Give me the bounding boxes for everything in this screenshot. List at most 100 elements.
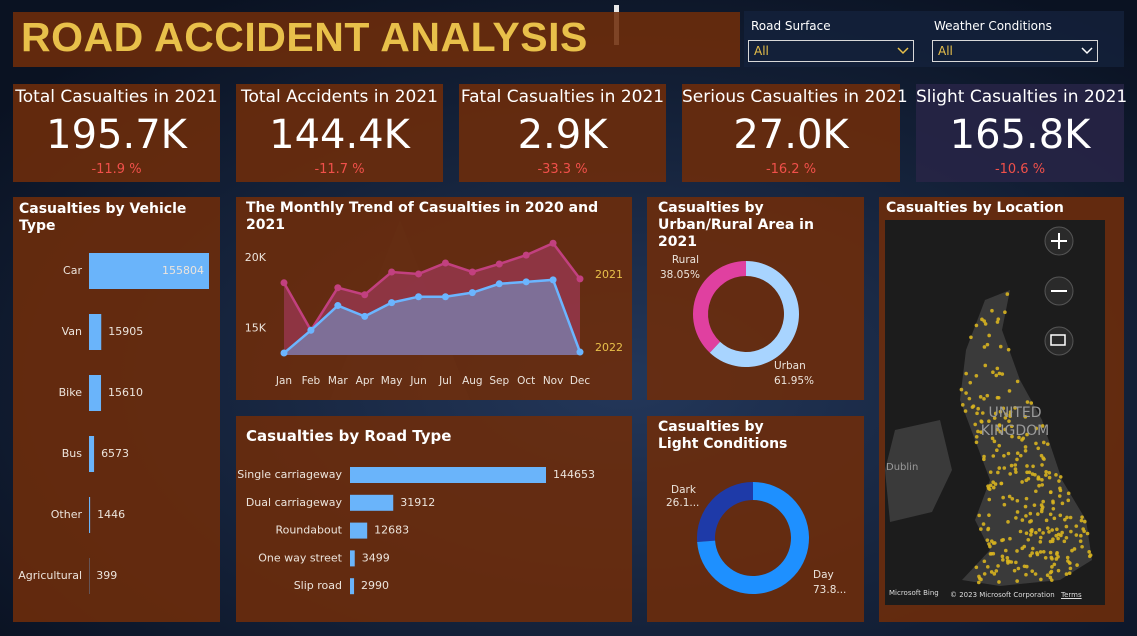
- map-dot: [1023, 504, 1028, 509]
- x-tick-label: Apr: [356, 375, 375, 387]
- map-dot: [993, 411, 998, 416]
- map-dot: [991, 370, 995, 375]
- map-dot: [997, 371, 1002, 376]
- point: [468, 289, 476, 297]
- map-dot: [1052, 562, 1057, 567]
- map-dot: [1025, 400, 1030, 404]
- series-label: 2022: [595, 341, 623, 354]
- map-dot: [977, 576, 982, 581]
- filter-bar: Road Surface All Weather Conditions All: [744, 11, 1124, 67]
- map-dot: [1064, 535, 1069, 540]
- map-dot: [1036, 446, 1041, 451]
- map-dot: [994, 569, 999, 573]
- map-dot: [1025, 464, 1029, 468]
- filter-label: Road Surface: [751, 19, 831, 33]
- map-dot: [1074, 533, 1079, 537]
- map-dot: [990, 539, 994, 543]
- map-dot: [1056, 554, 1060, 559]
- filter-dropdown[interactable]: All: [932, 40, 1098, 62]
- category-label: Slip road: [294, 579, 342, 592]
- map-dot: [1054, 473, 1058, 477]
- map-dot: [1047, 530, 1051, 534]
- map-dot: [1080, 515, 1084, 519]
- kpi-title: Fatal Casualties in 2021: [460, 87, 665, 107]
- map-dot: [988, 483, 993, 488]
- segment-value: 73.8...: [813, 584, 846, 596]
- map-dot: [974, 440, 979, 445]
- map-dot: [1056, 536, 1060, 541]
- map-dot: [1037, 528, 1042, 532]
- map-dot: [1018, 453, 1023, 458]
- map-dot: [1058, 488, 1063, 493]
- map-dot: [1036, 476, 1041, 481]
- map-dot: [1024, 496, 1029, 501]
- map-dot: [1075, 563, 1079, 567]
- map-dot: [1034, 426, 1039, 431]
- donut-segment: [709, 261, 800, 367]
- x-tick-label: May: [381, 375, 403, 387]
- map-dot: [1023, 445, 1028, 449]
- kpi-change: -16.2 %: [765, 162, 817, 177]
- bar: [89, 253, 209, 289]
- map-dot: [1022, 564, 1027, 569]
- map-dot: [1020, 480, 1024, 484]
- map-dot: [1036, 512, 1040, 516]
- kpi-title: Total Casualties in 2021: [15, 87, 218, 107]
- map-dot: [1000, 554, 1005, 559]
- map-dot: [987, 513, 991, 517]
- map-dot: [1025, 470, 1029, 475]
- map-dot: [1057, 479, 1061, 483]
- map-dot: [1024, 572, 1028, 577]
- map-dot: [963, 409, 968, 413]
- kpi-change: -33.3 %: [537, 162, 588, 177]
- map-dot: [1060, 530, 1064, 535]
- map-dot: [1074, 524, 1079, 528]
- map-dot: [989, 570, 994, 574]
- map-dot: [993, 541, 997, 545]
- map-dot: [1002, 453, 1006, 458]
- map-dot: [1015, 549, 1019, 553]
- x-tick-label: Dec: [570, 375, 591, 387]
- map-dot: [997, 443, 1002, 448]
- map-dot: [1070, 548, 1074, 553]
- map-dot: [1030, 551, 1034, 555]
- map-dot: [1006, 561, 1010, 565]
- segment-name: Rural: [672, 254, 699, 266]
- map-dot: [1015, 457, 1019, 462]
- map-dot: [974, 323, 979, 328]
- select-tool[interactable]: [1044, 326, 1074, 356]
- map-dot: [1063, 517, 1067, 522]
- value-label: 31912: [400, 496, 435, 509]
- map-dot: [1047, 475, 1052, 480]
- y-tick-label: 20K: [245, 251, 267, 264]
- map-terms[interactable]: Terms: [1061, 591, 1082, 599]
- map-dot: [1026, 476, 1031, 481]
- map-dot: [1064, 524, 1069, 529]
- map-dot: [1014, 516, 1018, 520]
- map-dot: [964, 391, 968, 395]
- map-city: Dublin: [886, 462, 919, 473]
- map-dot: [979, 419, 984, 424]
- map-dot: [1008, 536, 1012, 541]
- chart-title: The Monthly Trend of Casualties in 2020 …: [246, 200, 599, 233]
- x-tick-label: Sep: [489, 375, 509, 387]
- map-dot: [1040, 505, 1045, 509]
- map-dot: [1040, 483, 1045, 487]
- map-dot: [1007, 419, 1011, 423]
- filter-dropdown[interactable]: All: [748, 40, 914, 62]
- map-dot: [974, 434, 979, 439]
- map-dot: [1048, 512, 1053, 517]
- segment-value: 61.95%: [774, 375, 814, 387]
- map-dot: [974, 565, 979, 570]
- point: [415, 270, 423, 278]
- map-dot: [1078, 539, 1083, 543]
- map-dot: [1008, 410, 1013, 414]
- map-dot: [1047, 470, 1052, 475]
- map-dot: [998, 429, 1003, 434]
- bar: [89, 497, 91, 533]
- kpi-value: 144.4K: [269, 112, 410, 158]
- map-dot: [1030, 569, 1035, 573]
- map-dot: [1054, 533, 1059, 538]
- bar: [350, 550, 355, 567]
- map-country: UNITED KINGDOM: [980, 405, 1050, 439]
